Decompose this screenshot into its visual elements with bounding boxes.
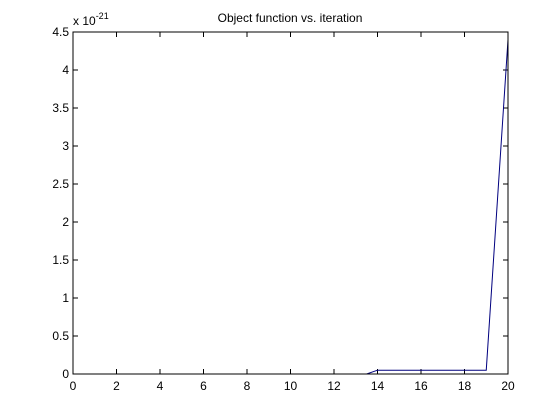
y-tick-label: 3.5 bbox=[52, 101, 69, 115]
y-axis-exponent: x 10-21 bbox=[73, 11, 109, 28]
y-tick-label: 2 bbox=[62, 215, 69, 229]
y-tick-label: 0 bbox=[62, 367, 69, 381]
plot-background bbox=[73, 32, 508, 374]
x-axis-ticks: 0 2 4 6 8 10 12 14 16 18 20 bbox=[70, 32, 515, 393]
y-axis-exponent-power: -21 bbox=[96, 11, 109, 21]
x-tick-label: 18 bbox=[458, 379, 472, 393]
x-tick-label: 8 bbox=[244, 379, 251, 393]
y-tick-label: 1.5 bbox=[52, 253, 69, 267]
y-tick-label: 1 bbox=[62, 291, 69, 305]
x-tick-label: 4 bbox=[157, 379, 164, 393]
y-tick-label: 3 bbox=[62, 139, 69, 153]
y-tick-label: 0.5 bbox=[52, 329, 69, 343]
x-tick-label: 14 bbox=[371, 379, 385, 393]
y-axis-exponent-base: x 10 bbox=[73, 14, 96, 28]
x-tick-label: 16 bbox=[414, 379, 428, 393]
y-tick-label: 4 bbox=[62, 63, 69, 77]
chart-title: Object function vs. iteration bbox=[218, 11, 363, 25]
y-tick-label: 2.5 bbox=[52, 177, 69, 191]
x-tick-label: 12 bbox=[327, 379, 341, 393]
y-tick-label: 4.5 bbox=[52, 25, 69, 39]
plot-frame bbox=[72, 31, 509, 375]
x-tick-label: 20 bbox=[501, 379, 515, 393]
x-tick-label: 10 bbox=[284, 379, 298, 393]
x-tick-label: 0 bbox=[70, 379, 77, 393]
x-tick-label: 2 bbox=[113, 379, 120, 393]
x-tick-label: 6 bbox=[200, 379, 207, 393]
y-axis-ticks: 0 0.5 1 1.5 2 2.5 3 3.5 4 4.5 bbox=[52, 25, 508, 381]
